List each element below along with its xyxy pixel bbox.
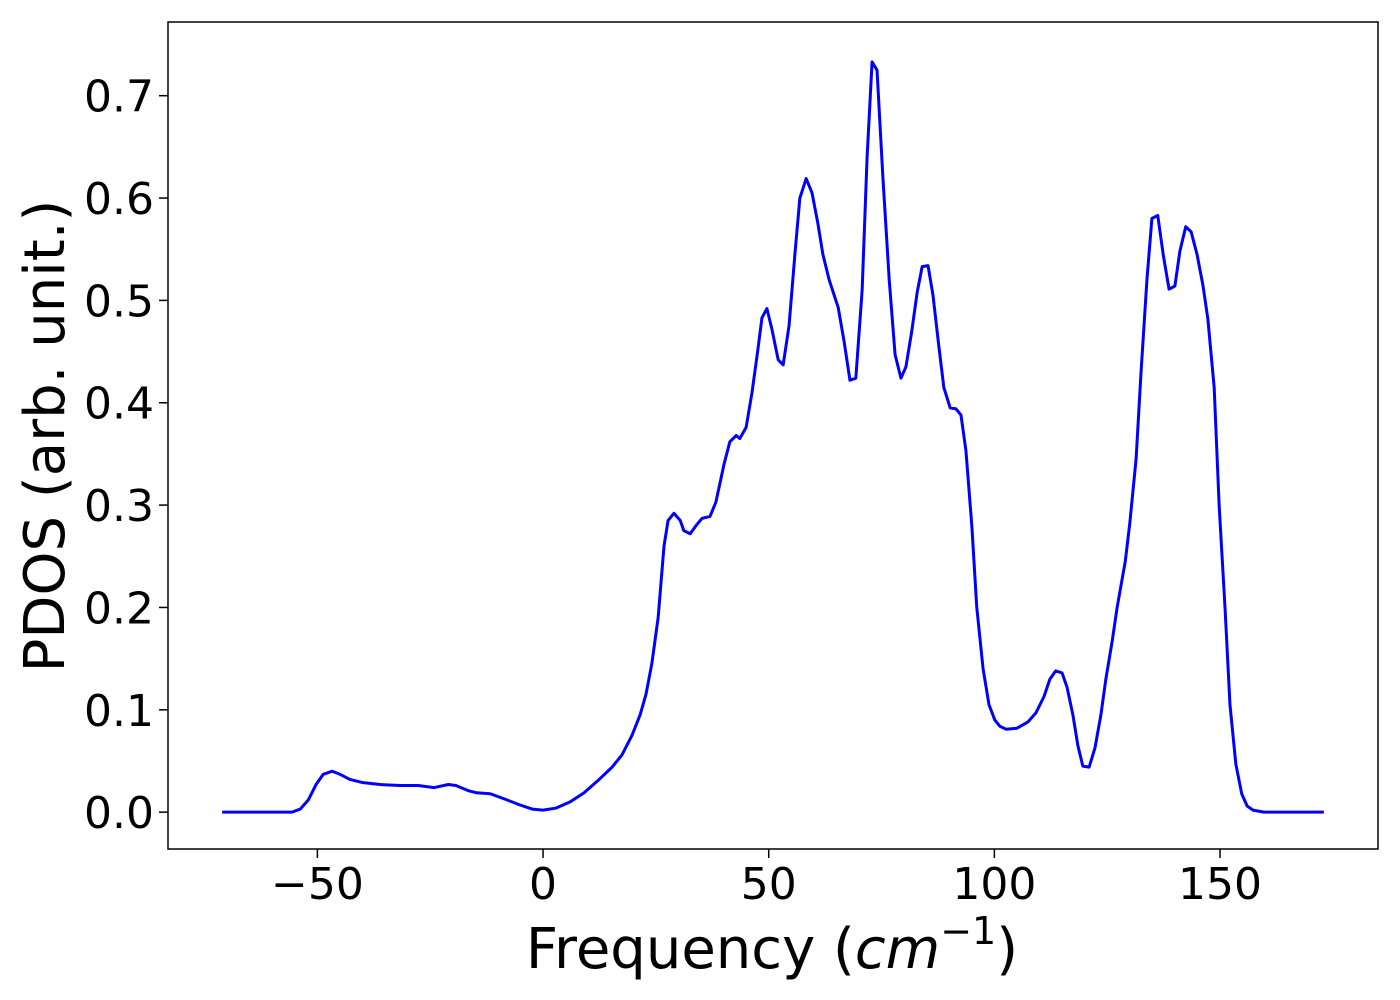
y-tick-label: 0.1 bbox=[84, 686, 154, 737]
y-tick-label: 0.0 bbox=[84, 788, 154, 839]
x-tick-label: 150 bbox=[1178, 859, 1262, 910]
x-tick-label: 100 bbox=[952, 859, 1036, 910]
x-label-exponent: −1 bbox=[940, 909, 996, 953]
x-tick-label: 50 bbox=[741, 859, 797, 910]
y-axis-label: PDOS (arb. unit.) bbox=[13, 200, 78, 673]
y-tick-label: 0.7 bbox=[84, 72, 154, 123]
y-tick-label: 0.6 bbox=[84, 174, 154, 225]
data-line bbox=[222, 60, 1324, 814]
x-axis-label: Frequency (cm−1) bbox=[526, 909, 1018, 982]
x-tick-label: 0 bbox=[529, 859, 557, 910]
y-tick-label: 0.2 bbox=[84, 583, 154, 634]
plot-frame bbox=[167, 21, 1379, 850]
x-label-text: Frequency ( bbox=[526, 917, 855, 982]
y-tick-label: 0.3 bbox=[84, 481, 154, 532]
y-tick-label: 0.4 bbox=[84, 379, 154, 430]
x-label-unit: cm bbox=[855, 917, 940, 982]
x-tick-label: −50 bbox=[271, 859, 364, 910]
x-label-close: ) bbox=[996, 917, 1018, 982]
y-tick-label: 0.5 bbox=[84, 276, 154, 327]
